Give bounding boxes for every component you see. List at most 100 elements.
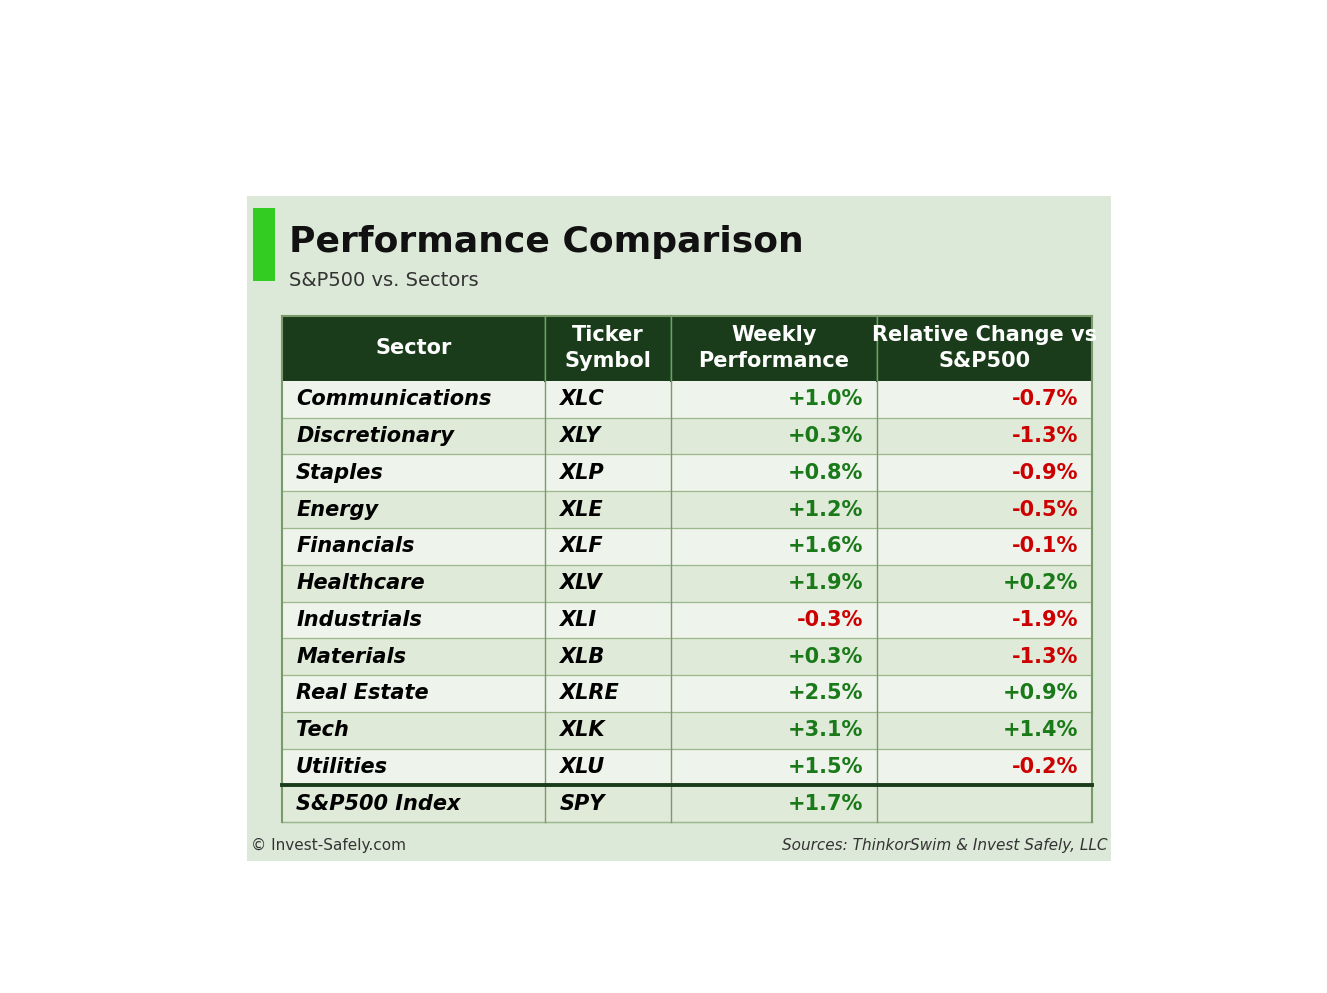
Text: Staples: Staples <box>296 463 384 483</box>
Text: +2.5%: +2.5% <box>788 683 864 703</box>
Bar <box>283 565 545 602</box>
Text: Ticker
Symbol: Ticker Symbol <box>565 326 652 371</box>
Bar <box>283 675 545 712</box>
Bar <box>283 381 545 418</box>
Text: +0.2%: +0.2% <box>1003 573 1078 593</box>
Bar <box>283 602 545 638</box>
Bar <box>671 418 877 455</box>
Text: Materials: Materials <box>296 646 406 666</box>
Text: -1.3%: -1.3% <box>1011 426 1078 446</box>
Text: SPY: SPY <box>559 793 605 814</box>
Text: +1.7%: +1.7% <box>788 793 864 814</box>
Bar <box>671 565 877 602</box>
Text: Utilities: Utilities <box>296 757 387 777</box>
Bar <box>877 749 1092 785</box>
Text: XLRE: XLRE <box>559 683 618 703</box>
Text: +1.0%: +1.0% <box>788 389 864 409</box>
Bar <box>671 602 877 638</box>
Bar <box>545 638 671 675</box>
Text: S&P500 Index: S&P500 Index <box>296 793 460 814</box>
Bar <box>877 492 1092 528</box>
Text: +0.8%: +0.8% <box>788 463 864 483</box>
Bar <box>877 638 1092 675</box>
Text: Discretionary: Discretionary <box>296 426 454 446</box>
Text: XLY: XLY <box>559 426 601 446</box>
Text: -1.9%: -1.9% <box>1011 610 1078 630</box>
Text: XLI: XLI <box>559 610 596 630</box>
Bar <box>545 602 671 638</box>
Bar <box>671 455 877 492</box>
Bar <box>671 675 877 712</box>
Bar <box>877 381 1092 418</box>
Text: XLF: XLF <box>559 536 602 556</box>
Text: +1.9%: +1.9% <box>788 573 864 593</box>
Text: XLK: XLK <box>559 720 605 740</box>
Text: XLP: XLP <box>559 463 604 483</box>
Text: -0.5%: -0.5% <box>1011 499 1078 519</box>
Bar <box>877 565 1092 602</box>
Bar <box>283 712 545 749</box>
Bar <box>671 528 877 565</box>
Text: XLU: XLU <box>559 757 605 777</box>
Text: S&P500 vs. Sectors: S&P500 vs. Sectors <box>289 271 479 290</box>
Text: Real Estate: Real Estate <box>296 683 429 703</box>
Bar <box>545 316 671 381</box>
Bar <box>283 785 545 822</box>
Bar <box>877 418 1092 455</box>
Text: XLC: XLC <box>559 389 604 409</box>
Text: Sector: Sector <box>376 339 453 358</box>
Text: -0.1%: -0.1% <box>1011 536 1078 556</box>
Text: XLB: XLB <box>559 646 605 666</box>
Text: Industrials: Industrials <box>296 610 422 630</box>
Text: Relative Change vs
S&P500: Relative Change vs S&P500 <box>872 326 1097 371</box>
Bar <box>283 638 545 675</box>
Bar <box>671 316 877 381</box>
Text: +1.4%: +1.4% <box>1003 720 1078 740</box>
Bar <box>877 675 1092 712</box>
Bar <box>671 492 877 528</box>
Text: Healthcare: Healthcare <box>296 573 425 593</box>
Bar <box>877 528 1092 565</box>
Text: Financials: Financials <box>296 536 414 556</box>
Bar <box>877 455 1092 492</box>
Text: © Invest-Safely.com: © Invest-Safely.com <box>251 838 406 853</box>
Bar <box>671 638 877 675</box>
Bar <box>671 712 877 749</box>
Bar <box>283 316 545 381</box>
Text: Performance Comparison: Performance Comparison <box>289 225 804 259</box>
Text: Communications: Communications <box>296 389 491 409</box>
Bar <box>545 565 671 602</box>
Bar <box>283 455 545 492</box>
Bar <box>545 785 671 822</box>
Bar <box>877 602 1092 638</box>
Text: -0.9%: -0.9% <box>1011 463 1078 483</box>
Text: +0.9%: +0.9% <box>1003 683 1078 703</box>
Bar <box>545 749 671 785</box>
Bar <box>545 418 671 455</box>
Text: Tech: Tech <box>296 720 349 740</box>
Text: Energy: Energy <box>296 499 378 519</box>
Bar <box>545 528 671 565</box>
Bar <box>283 492 545 528</box>
Bar <box>253 208 275 281</box>
Bar <box>545 492 671 528</box>
Bar <box>545 381 671 418</box>
Bar <box>247 197 1112 861</box>
Text: Weekly
Performance: Weekly Performance <box>698 326 849 371</box>
Text: XLV: XLV <box>559 573 602 593</box>
Text: +3.1%: +3.1% <box>788 720 864 740</box>
Bar <box>545 455 671 492</box>
Text: +1.2%: +1.2% <box>788 499 864 519</box>
Text: +1.5%: +1.5% <box>788 757 864 777</box>
Bar <box>545 712 671 749</box>
Text: XLE: XLE <box>559 499 602 519</box>
Bar <box>877 785 1092 822</box>
Text: +0.3%: +0.3% <box>788 426 864 446</box>
Text: +1.6%: +1.6% <box>788 536 864 556</box>
Text: +0.3%: +0.3% <box>788 646 864 666</box>
Bar <box>283 528 545 565</box>
Bar <box>283 418 545 455</box>
Bar <box>283 749 545 785</box>
Text: -0.7%: -0.7% <box>1011 389 1078 409</box>
Bar <box>671 749 877 785</box>
